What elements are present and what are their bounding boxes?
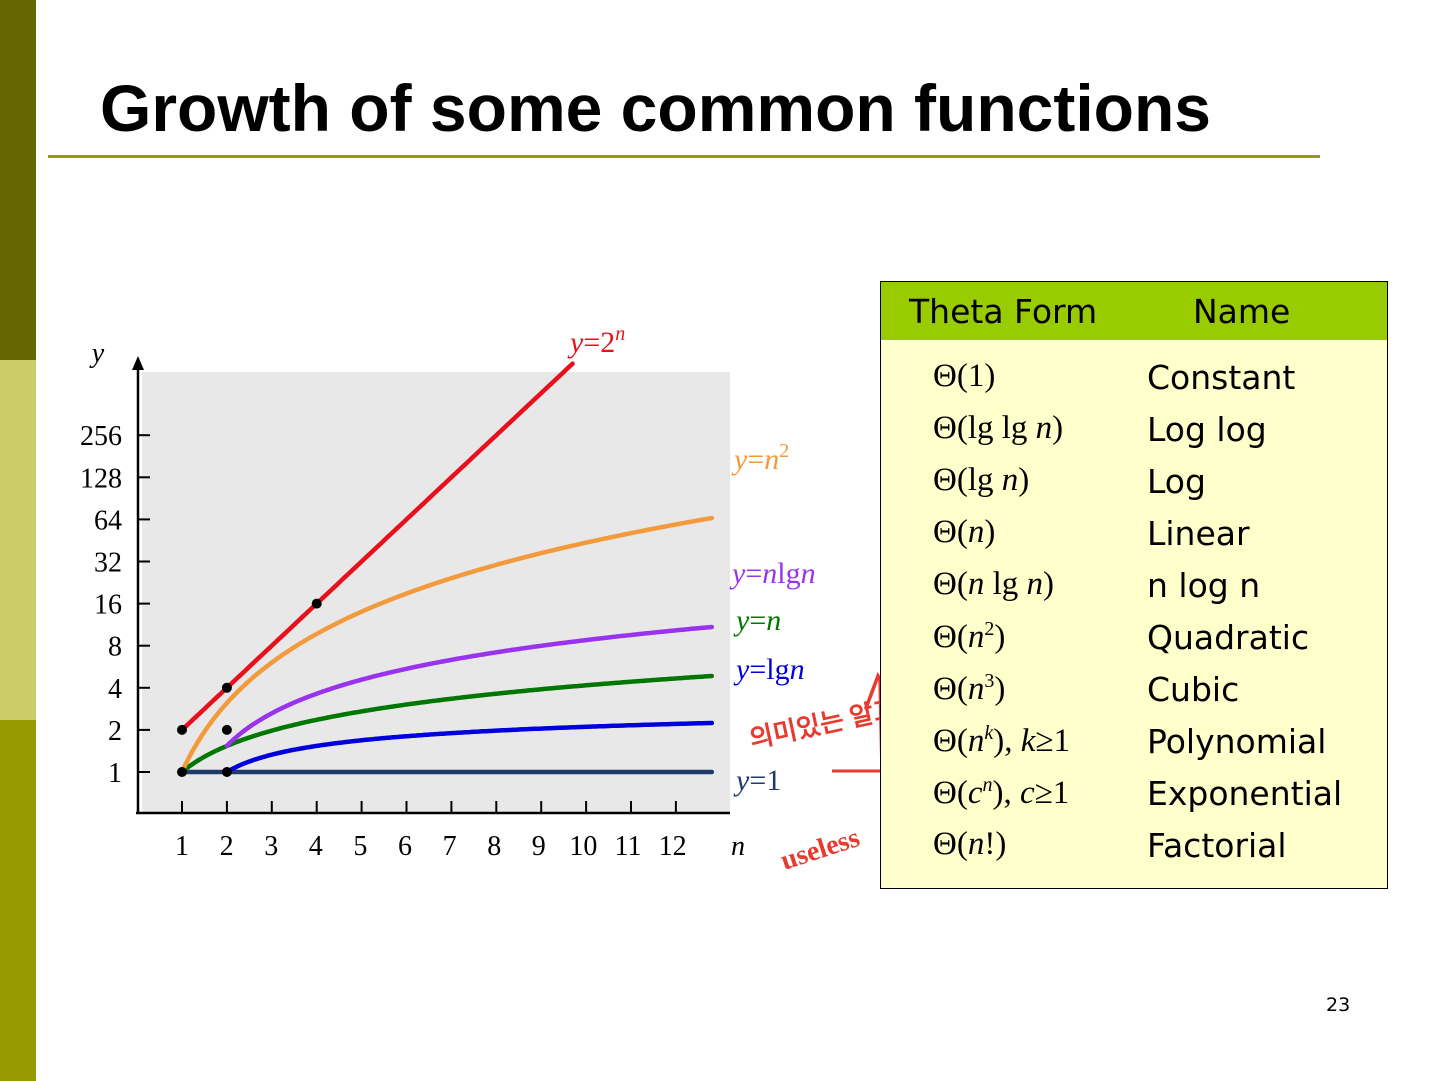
label-layer: y=1 y=lgn y=n y=nlgn y=n2 y=2n [567,323,816,797]
name-cell: Log log [1147,410,1267,449]
x-axis-label: n [731,831,745,862]
y-tick-label: 128 [80,463,122,494]
theta-form-cell: Θ(n3) [933,670,1006,707]
series-label-lgn: y=lgn [733,653,805,686]
x-tick-label: 7 [443,831,457,862]
theta-form-cell: Θ(lg n) [933,462,1030,498]
theta-form-cell: Θ(lg lg n) [933,410,1064,446]
y-axis-arrow [132,356,144,370]
intersection-point [311,598,322,609]
title-divider [48,155,1320,158]
annotation-useless: useless [777,822,864,877]
name-cell: Log [1147,462,1206,501]
theta-form-cell: Θ(cn), c≥1 [933,774,1070,811]
y-tick-label: 2 [108,716,122,747]
x-tick-label: 11 [615,831,642,862]
name-cell: Polynomial [1147,722,1327,761]
theta-form-cell: Θ(n) [933,514,996,550]
series-label-nlgn: y=nlgn [729,557,816,590]
table-row: Θ(lg lg n) Log log [881,410,1387,462]
series-label-const: y=1 [733,764,781,797]
intersection-point [221,682,232,693]
table-row: Θ(n) Linear [881,514,1387,566]
x-tick-label: 5 [353,831,367,862]
sidebar-band-dark [0,0,36,360]
arrow-up-mark [864,671,880,757]
series-line-n2 [179,515,715,775]
sidebar-band-olive [0,720,36,1081]
series-label-n: y=n [733,604,781,637]
header-name: Name [1193,292,1291,331]
x-tick-label: 3 [264,831,278,862]
page-number: 23 [1326,994,1351,1016]
y-tick-label: 16 [94,590,122,621]
x-tick-label: 6 [398,831,412,862]
intersection-point [177,724,187,735]
complexity-table: Theta Form Name Θ(1) Constant Θ(lg lg n) Lo… [880,281,1388,889]
table-row: Θ(nk), k≥1 Polynomial [881,722,1387,774]
point-layer [177,598,322,777]
x-tick-label: 4 [309,831,323,862]
slide-title: Growth of some common functions [100,71,1212,145]
x-tick-label: 1 [175,831,189,862]
series-label-n2: y=n2 [731,440,789,476]
y-tick-label: 64 [94,505,122,536]
table-row: Θ(n2) Quadratic [881,618,1387,670]
theta-form-cell: Θ(n2) [933,618,1006,655]
name-cell: Constant [1147,358,1296,397]
series-label-2n: y=2n [567,323,625,359]
name-cell: Quadratic [1147,618,1310,657]
annotation-meaningful: 의미있는 알고리즘 [747,684,880,754]
series-line-n [179,673,715,775]
name-cell: n log n [1147,566,1261,605]
table-header: Theta Form Name [881,282,1387,340]
theta-form-cell: Θ(n lg n) [933,566,1054,602]
table-row: Θ(cn), c≥1 Exponential [881,774,1387,826]
y-tick-label: 32 [94,548,122,579]
table-row: Θ(n!) Factorial [881,826,1387,878]
y-axis-label: y [89,338,105,369]
table-row: Θ(n lg n) n log n [881,566,1387,618]
x-tick-label: 8 [487,831,501,862]
sidebar-band-light [0,360,36,720]
series-line-nlgn [224,624,715,749]
series-line-lgn [224,720,715,775]
x-tick-label: 9 [532,831,546,862]
theta-form-cell: Θ(nk), k≥1 [933,722,1070,759]
y-tick-label: 4 [108,674,122,705]
table-row: Θ(lg n) Log [881,462,1387,514]
theta-form-cell: Θ(n!) [933,826,1007,862]
x-tick-label: 10 [569,831,597,862]
name-cell: Exponential [1147,774,1343,813]
theta-form-cell: Θ(1) [933,358,996,394]
table-row: Θ(n3) Cubic [881,670,1387,722]
series-layer [179,361,715,775]
table-row: Θ(1) Constant [881,358,1387,410]
series-line-2n [179,361,575,733]
x-tick-label: 12 [659,831,687,862]
y-tick-label: 1 [108,758,122,789]
header-theta-form: Theta Form [909,292,1098,331]
name-cell: Linear [1147,514,1250,553]
intersection-point [177,767,187,777]
intersection-point [221,767,232,777]
intersection-point [221,724,232,735]
name-cell: Cubic [1147,670,1240,709]
x-tick-label: 2 [220,831,234,862]
y-tick-label: 256 [80,421,122,452]
name-cell: Factorial [1147,826,1287,865]
y-tick-label: 8 [108,632,122,663]
